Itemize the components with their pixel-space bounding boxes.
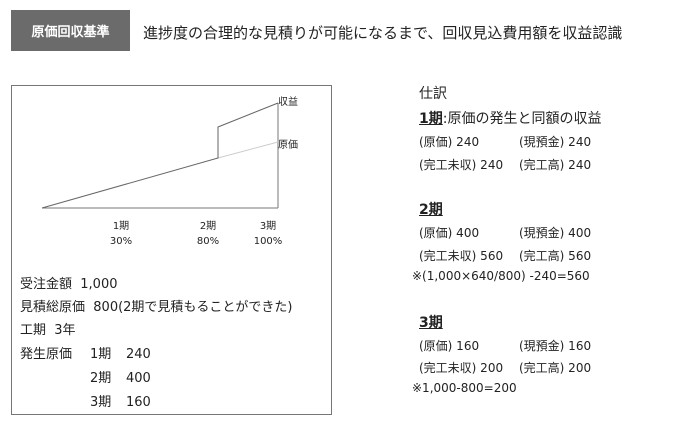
cost-line	[217, 141, 279, 159]
revenue-line	[41, 102, 279, 209]
journal-title: 仕訳	[419, 86, 447, 102]
estimated-cost: 見積総原価 800(2期で見積もることができた)	[20, 300, 293, 315]
journal-entry: (原価) 160 (現預金) 160	[419, 339, 592, 353]
headline: 進捗度の合理的な見積りが可能になるまで、回収見込費用額を収益認識	[143, 24, 623, 42]
period3-heading: 3期	[419, 315, 443, 331]
construction-term: 工期 3年	[20, 323, 76, 338]
revenue-cost-chart	[41, 102, 279, 209]
order-amount: 受注金額 1,000	[20, 277, 118, 292]
journal-entry: (完工未収) 560 (完工高) 560	[419, 249, 592, 263]
section-tag: 原価回収基準	[11, 10, 130, 51]
x-tick-label: 1期	[112, 221, 130, 232]
x-tick-label: 2期	[199, 221, 217, 232]
calculation-note: ※1,000-800=200	[412, 381, 517, 395]
x-tick-sublabel: 80%	[196, 236, 220, 247]
series-label-cost: 原価	[278, 140, 298, 151]
example-panel: 収益 原価 1期 2期 3期 30% 80% 100% 受注金額 1,000 見…	[11, 85, 332, 415]
period2-heading: 2期	[419, 202, 443, 218]
journal-entry: (完工未収) 200 (完工高) 200	[419, 361, 592, 375]
calculation-note: ※(1,000×640/800) -240=560	[412, 269, 590, 283]
x-tick-sublabel: 30%	[109, 236, 133, 247]
series-label-revenue: 収益	[278, 97, 298, 108]
incurred-cost-row: 発生原価 1期 240	[20, 347, 151, 362]
x-tick-label: 3期	[259, 221, 277, 232]
journal-entry: (完工未収) 240 (完工高) 240	[419, 158, 592, 172]
period1-heading: 1期:原価の発生と同額の収益	[419, 111, 602, 127]
incurred-cost-row: 3期 160	[90, 395, 151, 410]
journal-entry: (原価) 240 (現預金) 240	[419, 135, 592, 149]
journal-entry: (原価) 400 (現預金) 400	[419, 226, 592, 240]
x-tick-sublabel: 100%	[253, 236, 283, 247]
incurred-cost-row: 2期 400	[90, 371, 151, 386]
